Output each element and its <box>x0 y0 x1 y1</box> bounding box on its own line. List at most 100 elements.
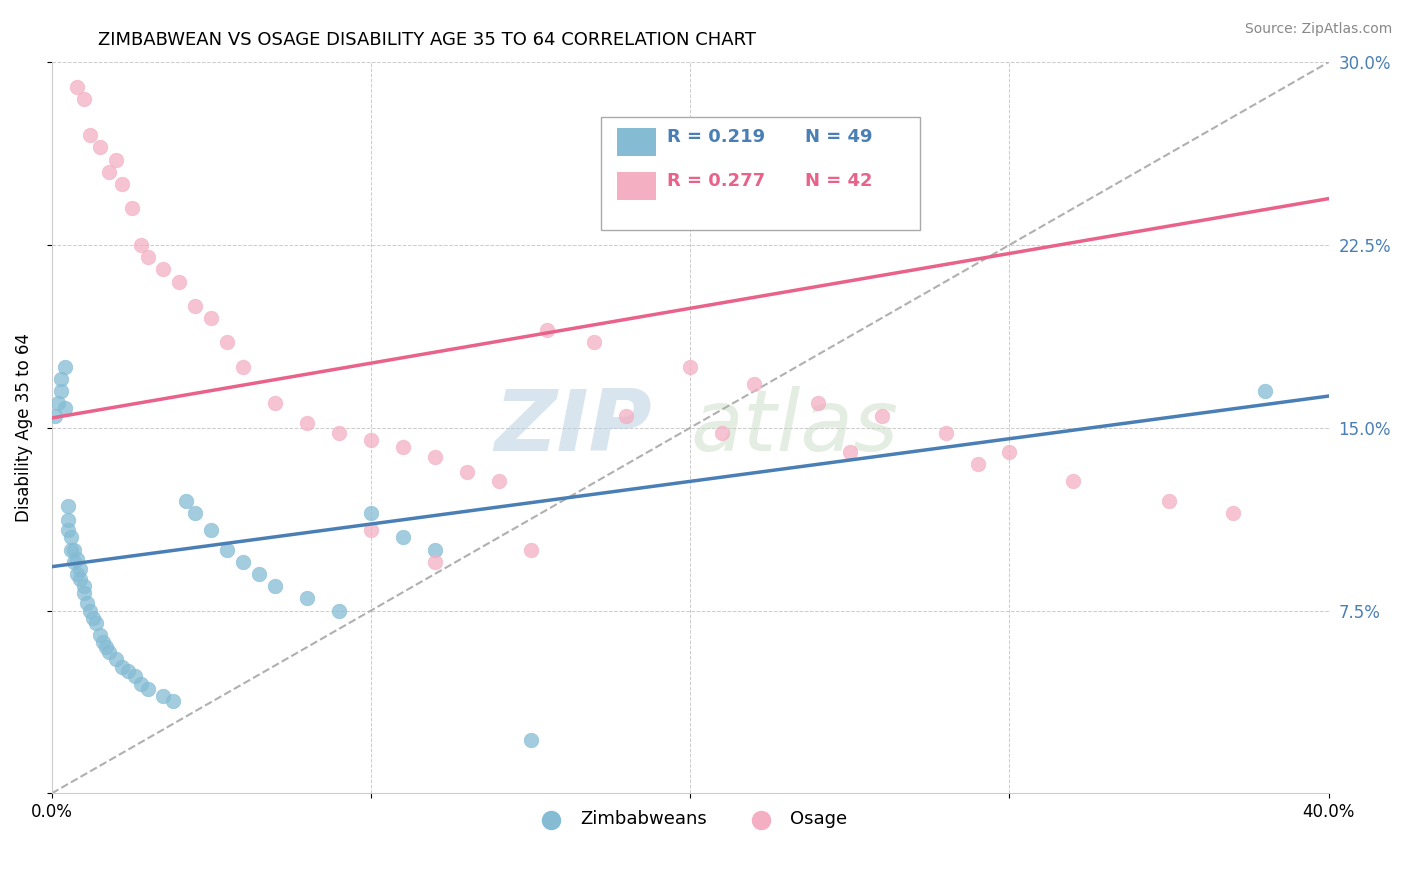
Point <box>86 615 108 630</box>
Point <box>423 542 446 557</box>
Text: R = 0.277: R = 0.277 <box>668 171 765 190</box>
Point <box>59 542 82 557</box>
Point <box>184 506 207 520</box>
Y-axis label: Disability Age 35 to 64: Disability Age 35 to 64 <box>15 334 32 522</box>
Point <box>264 579 287 593</box>
Point <box>184 299 207 313</box>
Point <box>53 359 76 374</box>
Point <box>63 555 86 569</box>
Point <box>679 359 702 374</box>
Point <box>56 499 79 513</box>
Point <box>1222 506 1244 520</box>
Point <box>742 376 765 391</box>
Point <box>456 465 478 479</box>
Point <box>73 579 96 593</box>
Point <box>998 445 1021 459</box>
Point <box>838 445 860 459</box>
Text: N = 42: N = 42 <box>806 171 873 190</box>
Point <box>152 262 174 277</box>
Point <box>583 335 606 350</box>
Point <box>169 275 191 289</box>
Point <box>136 250 159 264</box>
Point <box>94 640 117 654</box>
Point <box>423 555 446 569</box>
Text: Source: ZipAtlas.com: Source: ZipAtlas.com <box>1244 22 1392 37</box>
Point <box>129 676 152 690</box>
Point <box>76 596 98 610</box>
Point <box>392 530 415 544</box>
Point <box>59 530 82 544</box>
Point <box>121 202 143 216</box>
Point <box>295 591 318 606</box>
Point <box>53 401 76 416</box>
Point <box>89 140 111 154</box>
Point <box>614 409 637 423</box>
Point <box>360 433 382 447</box>
Point <box>89 628 111 642</box>
Point <box>104 153 127 167</box>
Point <box>73 586 96 600</box>
Point <box>51 372 73 386</box>
Point <box>1062 475 1084 489</box>
Point <box>711 425 734 440</box>
Point <box>200 311 222 326</box>
Bar <box>617 128 655 156</box>
Point <box>1254 384 1277 399</box>
Point <box>136 681 159 696</box>
FancyBboxPatch shape <box>600 117 920 230</box>
Point <box>79 603 101 617</box>
Text: R = 0.219: R = 0.219 <box>668 128 765 145</box>
Point <box>247 566 270 581</box>
Point <box>423 450 446 464</box>
Point <box>98 165 121 179</box>
Text: N = 49: N = 49 <box>806 128 873 145</box>
Point <box>328 603 350 617</box>
Point <box>73 92 96 106</box>
Point <box>488 475 510 489</box>
Point <box>79 128 101 143</box>
Point <box>56 523 79 537</box>
Point <box>217 335 239 350</box>
Point <box>104 652 127 666</box>
Point <box>66 552 89 566</box>
Point <box>807 396 830 410</box>
Point <box>129 238 152 252</box>
Point <box>392 440 415 454</box>
Point <box>519 732 541 747</box>
Point <box>1157 494 1180 508</box>
Point <box>264 396 287 410</box>
Point <box>66 566 89 581</box>
Legend: Zimbabweans, Osage: Zimbabweans, Osage <box>526 803 855 836</box>
Point <box>91 635 114 649</box>
Point <box>232 555 254 569</box>
Text: atlas: atlas <box>690 386 898 469</box>
Point <box>69 572 91 586</box>
Point <box>360 506 382 520</box>
Point <box>217 542 239 557</box>
Point <box>98 645 121 659</box>
Point <box>82 611 104 625</box>
Point <box>360 523 382 537</box>
Point <box>519 542 541 557</box>
Text: ZIMBABWEAN VS OSAGE DISABILITY AGE 35 TO 64 CORRELATION CHART: ZIMBABWEAN VS OSAGE DISABILITY AGE 35 TO… <box>98 31 756 49</box>
Point <box>66 79 89 94</box>
Point <box>63 542 86 557</box>
Point <box>295 416 318 430</box>
Point <box>124 669 146 683</box>
Point <box>51 384 73 399</box>
Point <box>935 425 957 440</box>
Point <box>536 323 558 337</box>
Text: ZIP: ZIP <box>495 386 652 469</box>
Point <box>966 458 988 472</box>
Point <box>232 359 254 374</box>
Point <box>111 659 134 673</box>
Point <box>162 694 184 708</box>
Point <box>328 425 350 440</box>
Point <box>111 177 134 191</box>
Point <box>117 665 139 679</box>
Point <box>152 689 174 703</box>
Bar <box>617 172 655 200</box>
Point <box>69 562 91 576</box>
Point <box>870 409 893 423</box>
Point <box>44 409 66 423</box>
